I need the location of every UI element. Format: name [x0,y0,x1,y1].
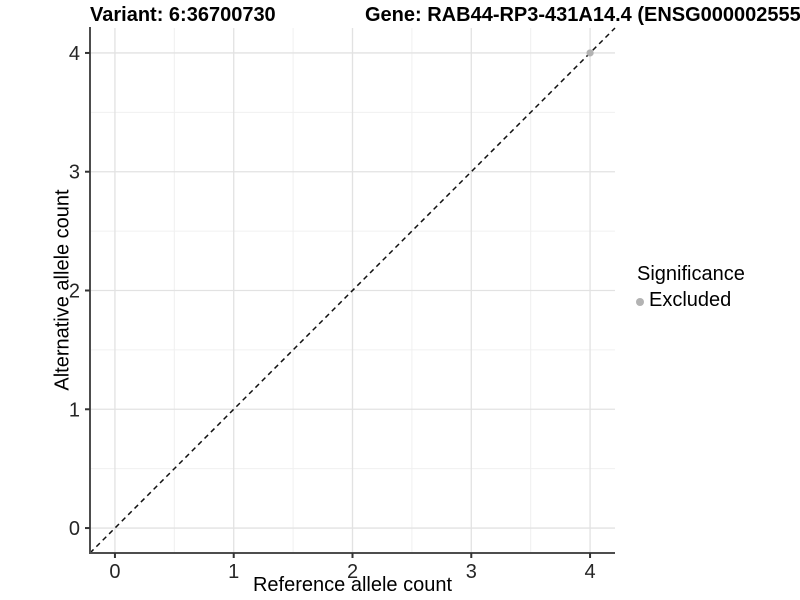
x-tick-label: 1 [228,561,239,583]
x-tick-label: 4 [584,561,595,583]
y-axis-title: Alternative allele count [51,189,74,391]
legend-item-excluded: Excluded [634,289,745,312]
x-tick-label: 0 [109,561,120,583]
gene-title: Gene: RAB44-RP3-431A14.4 (ENSG0000025558 [365,4,800,26]
variant-title: Variant: 6:36700730 [90,4,276,26]
excluded-point-icon [636,297,644,306]
x-tick-label: 3 [466,561,477,583]
y-tick-label: 4 [69,43,80,65]
legend: Significance Excluded [634,263,745,312]
data-point [586,49,594,57]
y-tick-label: 3 [69,162,80,184]
x-axis-title: Reference allele count [252,574,452,596]
y-tick-label: 1 [69,399,80,421]
y-tick-label: 2 [69,281,80,303]
legend-title: Significance [637,263,745,285]
legend-item-label: Excluded [649,289,732,311]
identity-line [89,27,616,554]
x-tick-label: 2 [347,561,358,583]
y-tick-label: 0 [69,518,80,540]
